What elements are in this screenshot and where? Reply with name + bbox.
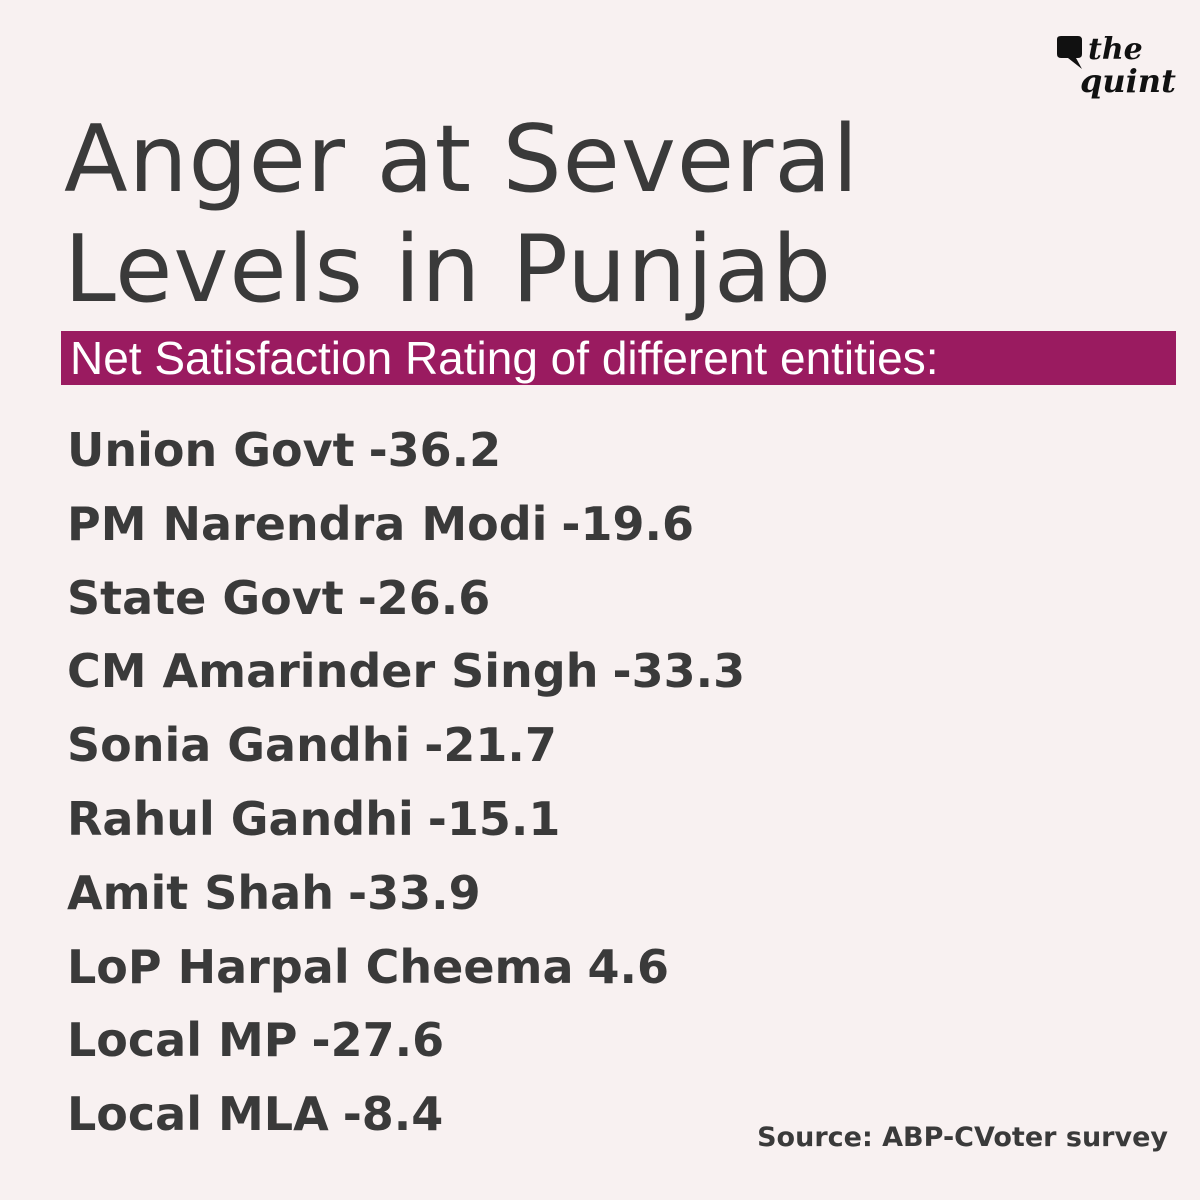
rating-value: -15.1	[427, 791, 561, 846]
rating-label: Rahul Gandhi	[67, 791, 414, 846]
logo-text-the: the	[1088, 32, 1143, 67]
rating-label: CM Amarinder Singh	[67, 644, 599, 699]
rating-item: Local MP -27.6	[67, 1006, 745, 1080]
rating-label: Amit Shah	[67, 865, 334, 920]
rating-item: Union Govt -36.2	[67, 416, 745, 490]
rating-item: Amit Shah -33.9	[67, 859, 745, 933]
rating-item: CM Amarinder Singh -33.3	[67, 637, 745, 711]
rating-item: PM Narendra Modi -19.6	[67, 490, 745, 564]
rating-label: Local MP	[67, 1013, 298, 1068]
subtitle-banner: Net Satisfaction Rating of different ent…	[61, 331, 1176, 385]
quint-logo: the quint	[1054, 30, 1176, 110]
rating-label: Sonia Gandhi	[67, 718, 411, 773]
rating-value: -33.9	[347, 865, 481, 920]
rating-item: Rahul Gandhi -15.1	[67, 785, 745, 859]
rating-value: -21.7	[424, 718, 557, 773]
source-credit: Source: ABP-CVoter survey	[757, 1122, 1168, 1153]
rating-value: -19.6	[561, 496, 695, 551]
rating-value: -8.4	[342, 1087, 444, 1142]
rating-item: Sonia Gandhi -21.7	[67, 711, 745, 785]
rating-item: State Govt -26.6	[67, 564, 745, 638]
rating-value: -36.2	[368, 423, 502, 477]
rating-value: 4.6	[587, 939, 670, 994]
title-line-1: Anger at Several	[64, 105, 860, 213]
rating-label: Union Govt	[67, 423, 355, 477]
rating-label: State Govt	[67, 570, 344, 625]
logo-text-quint: quint	[1080, 62, 1176, 100]
rating-value: -27.6	[311, 1013, 445, 1068]
ratings-list: Union Govt -36.2 PM Narendra Modi -19.6 St…	[67, 416, 745, 1154]
page-title: Anger at Several Levels in Punjab	[64, 104, 1064, 324]
rating-label: LoP Harpal Cheema	[67, 939, 574, 994]
rating-value: -26.6	[357, 570, 491, 625]
rating-item: LoP Harpal Cheema 4.6	[67, 933, 745, 1007]
rating-value: -33.3	[612, 644, 746, 699]
rating-label: Local MLA	[67, 1087, 329, 1142]
rating-item: Local MLA -8.4	[67, 1080, 745, 1154]
rating-label: PM Narendra Modi	[67, 496, 548, 551]
title-line-2: Levels in Punjab	[64, 215, 833, 323]
quote-bubble-icon	[1057, 36, 1082, 69]
